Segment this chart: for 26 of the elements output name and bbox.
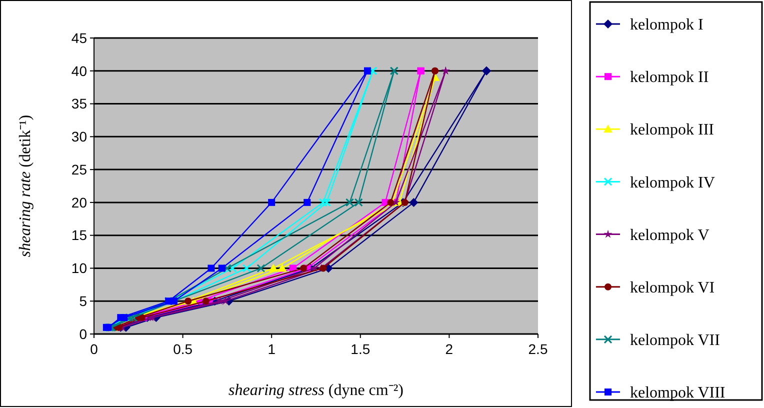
x-axis-title: shearing stress (dyne cm⁻²) — [228, 382, 404, 399]
y-tick-label: 40 — [71, 62, 88, 79]
y-tick-label: 15 — [71, 227, 88, 244]
x-tick-label: 2 — [445, 341, 454, 357]
y-tick-label: 0 — [79, 326, 88, 342]
legend-label: kelompok VII — [630, 332, 720, 350]
legend-label: kelompok VI — [630, 279, 715, 296]
y-tick-label: 35 — [71, 96, 88, 112]
x-tick-label: 0 — [90, 341, 98, 357]
legend-label: kelompok III — [630, 122, 714, 139]
y-axis-title: shearing rate (detik⁻¹) — [17, 114, 34, 258]
legend-label: kelompok II — [630, 69, 709, 86]
y-tick-label: 30 — [71, 128, 88, 145]
x-tick-label: 0.5 — [173, 341, 193, 357]
y-tick-label: 45 — [71, 30, 88, 46]
legend-label: kelompok VIII — [630, 384, 726, 402]
y-tick-label: 25 — [71, 161, 88, 178]
x-tick-label: 2.5 — [528, 341, 548, 357]
y-tick-label: 10 — [71, 260, 88, 276]
y-tick-label: 5 — [79, 293, 88, 310]
legend-label: kelompok V — [630, 226, 710, 244]
y-tick-label: 20 — [71, 194, 88, 210]
x-tick-label: 1.5 — [350, 341, 370, 357]
legend-label: kelompok I — [630, 16, 704, 34]
legend-label: kelompok IV — [630, 174, 716, 192]
x-tick-label: 1 — [268, 341, 276, 357]
